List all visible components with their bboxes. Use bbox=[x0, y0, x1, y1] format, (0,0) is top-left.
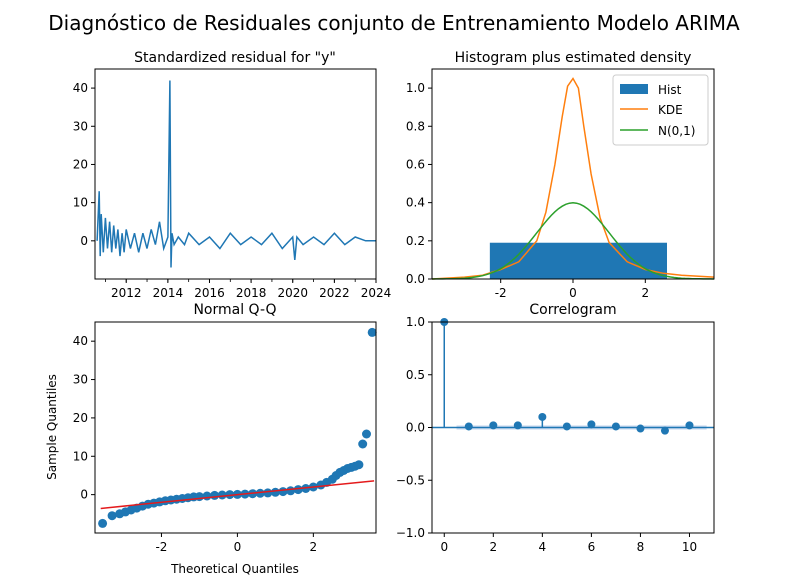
qq-point bbox=[278, 487, 288, 497]
acf-point bbox=[464, 422, 473, 431]
panel-standardized-residual: Standardized residual for "y" 2012 2014 20… bbox=[73, 50, 392, 300]
y-tick-label: 10 bbox=[73, 196, 88, 210]
y-tick-label: −0.5 bbox=[396, 473, 425, 487]
x-tick-label: 2016 bbox=[194, 286, 225, 300]
histogram-bar bbox=[489, 242, 667, 279]
y-tick-label: 0.5 bbox=[406, 368, 425, 382]
qq-point bbox=[362, 429, 371, 439]
x-tick-label: 2 bbox=[310, 540, 318, 554]
x-tick-label: 2022 bbox=[319, 286, 350, 300]
x-tick-label: 0 bbox=[234, 540, 242, 554]
residual-axes-frame bbox=[94, 68, 377, 280]
x-tick-label: 6 bbox=[588, 540, 596, 554]
x-tick-label: 0 bbox=[440, 540, 448, 554]
x-tick-label: 2018 bbox=[236, 286, 267, 300]
y-tick-label: 0.6 bbox=[406, 157, 425, 171]
qq-point bbox=[107, 511, 117, 521]
legend-label: Hist bbox=[658, 83, 682, 97]
legend-hist-swatch bbox=[620, 84, 648, 94]
y-tick-label: 0.8 bbox=[406, 119, 425, 133]
acf-point bbox=[685, 421, 694, 430]
y-tick-label: 20 bbox=[73, 411, 88, 425]
y-tick-label: 1.0 bbox=[406, 81, 425, 95]
y-tick-label: 20 bbox=[73, 157, 88, 171]
y-tick-label: 0 bbox=[80, 234, 88, 248]
acf-point bbox=[562, 422, 571, 431]
normal-density-line bbox=[431, 202, 715, 280]
x-tick-label: 0 bbox=[569, 286, 577, 300]
qq-point bbox=[354, 460, 364, 470]
y-tick-label: 0.0 bbox=[406, 421, 425, 435]
qq-point bbox=[358, 439, 368, 449]
qq-point bbox=[255, 488, 265, 498]
acf-point bbox=[489, 421, 498, 430]
acf-point bbox=[587, 420, 596, 429]
histogram-axes-frame bbox=[431, 68, 715, 280]
qq-x-axis-label: Theoretical Quantiles bbox=[170, 562, 299, 576]
x-tick-label: 2012 bbox=[111, 286, 142, 300]
kde-density-line bbox=[431, 77, 715, 280]
y-tick-label: 30 bbox=[73, 373, 88, 387]
acf-point bbox=[636, 424, 645, 433]
panel-histogram-density: Histogram plus estimated density -2 0 2 0.0… bbox=[406, 50, 715, 300]
y-tick-label: 40 bbox=[73, 81, 88, 95]
y-tick-label: 0.4 bbox=[406, 196, 425, 210]
legend-label: N(0,1) bbox=[658, 124, 695, 138]
acf-point bbox=[660, 426, 669, 435]
figure-suptitle: Diagnóstico de Residuales conjunto de En… bbox=[48, 11, 740, 35]
y-tick-label: 40 bbox=[73, 334, 88, 348]
y-tick-label: −1.0 bbox=[396, 526, 425, 540]
x-tick-label: 2 bbox=[489, 540, 497, 554]
qq-point bbox=[367, 327, 377, 337]
qq-point bbox=[293, 485, 303, 495]
qq-reference-line bbox=[100, 480, 375, 510]
panel-correlogram: Correlogram 0 2 4 6 8 10 −1.0 −0.5 0.0 0.5 1.0 bbox=[396, 302, 715, 554]
x-tick-label: -2 bbox=[495, 286, 507, 300]
x-tick-label: 2014 bbox=[153, 286, 184, 300]
y-tick-label: 1.0 bbox=[406, 315, 425, 329]
qq-y-axis-label: Sample Quantiles bbox=[45, 374, 59, 480]
y-tick-label: 30 bbox=[73, 119, 88, 133]
y-tick-label: 0 bbox=[80, 488, 88, 502]
x-tick-label: 2024 bbox=[361, 286, 392, 300]
panel-title-correlogram: Correlogram bbox=[529, 302, 616, 318]
x-tick-label: 8 bbox=[637, 540, 645, 554]
qq-point bbox=[225, 490, 235, 500]
qq-point bbox=[270, 487, 280, 497]
acf-point bbox=[538, 412, 547, 421]
qq-point bbox=[301, 484, 311, 493]
panel-title-histogram: Histogram plus estimated density bbox=[455, 50, 692, 66]
histogram-legend: Hist KDE N(0,1) bbox=[612, 74, 709, 146]
y-tick-label: 0.0 bbox=[406, 272, 425, 286]
acf-point bbox=[611, 422, 620, 431]
qq-point bbox=[286, 486, 296, 496]
panel-title-qq: Normal Q-Q bbox=[193, 302, 276, 318]
panel-title-residual: Standardized residual for "y" bbox=[134, 50, 336, 66]
y-tick-label: 10 bbox=[73, 449, 88, 463]
x-tick-label: 2020 bbox=[277, 286, 308, 300]
qq-axes-frame bbox=[94, 321, 377, 534]
residual-series-line bbox=[96, 80, 376, 268]
legend-label: KDE bbox=[658, 103, 683, 117]
x-tick-label: 10 bbox=[682, 540, 697, 554]
qq-point bbox=[217, 490, 227, 500]
correlogram-axes-frame bbox=[431, 321, 715, 534]
x-tick-label: -2 bbox=[155, 540, 167, 554]
y-tick-label: 0.2 bbox=[406, 234, 425, 248]
x-tick-label: 4 bbox=[539, 540, 547, 554]
x-tick-label: 2 bbox=[641, 286, 649, 300]
acf-point bbox=[513, 421, 522, 430]
qq-point bbox=[98, 518, 108, 528]
